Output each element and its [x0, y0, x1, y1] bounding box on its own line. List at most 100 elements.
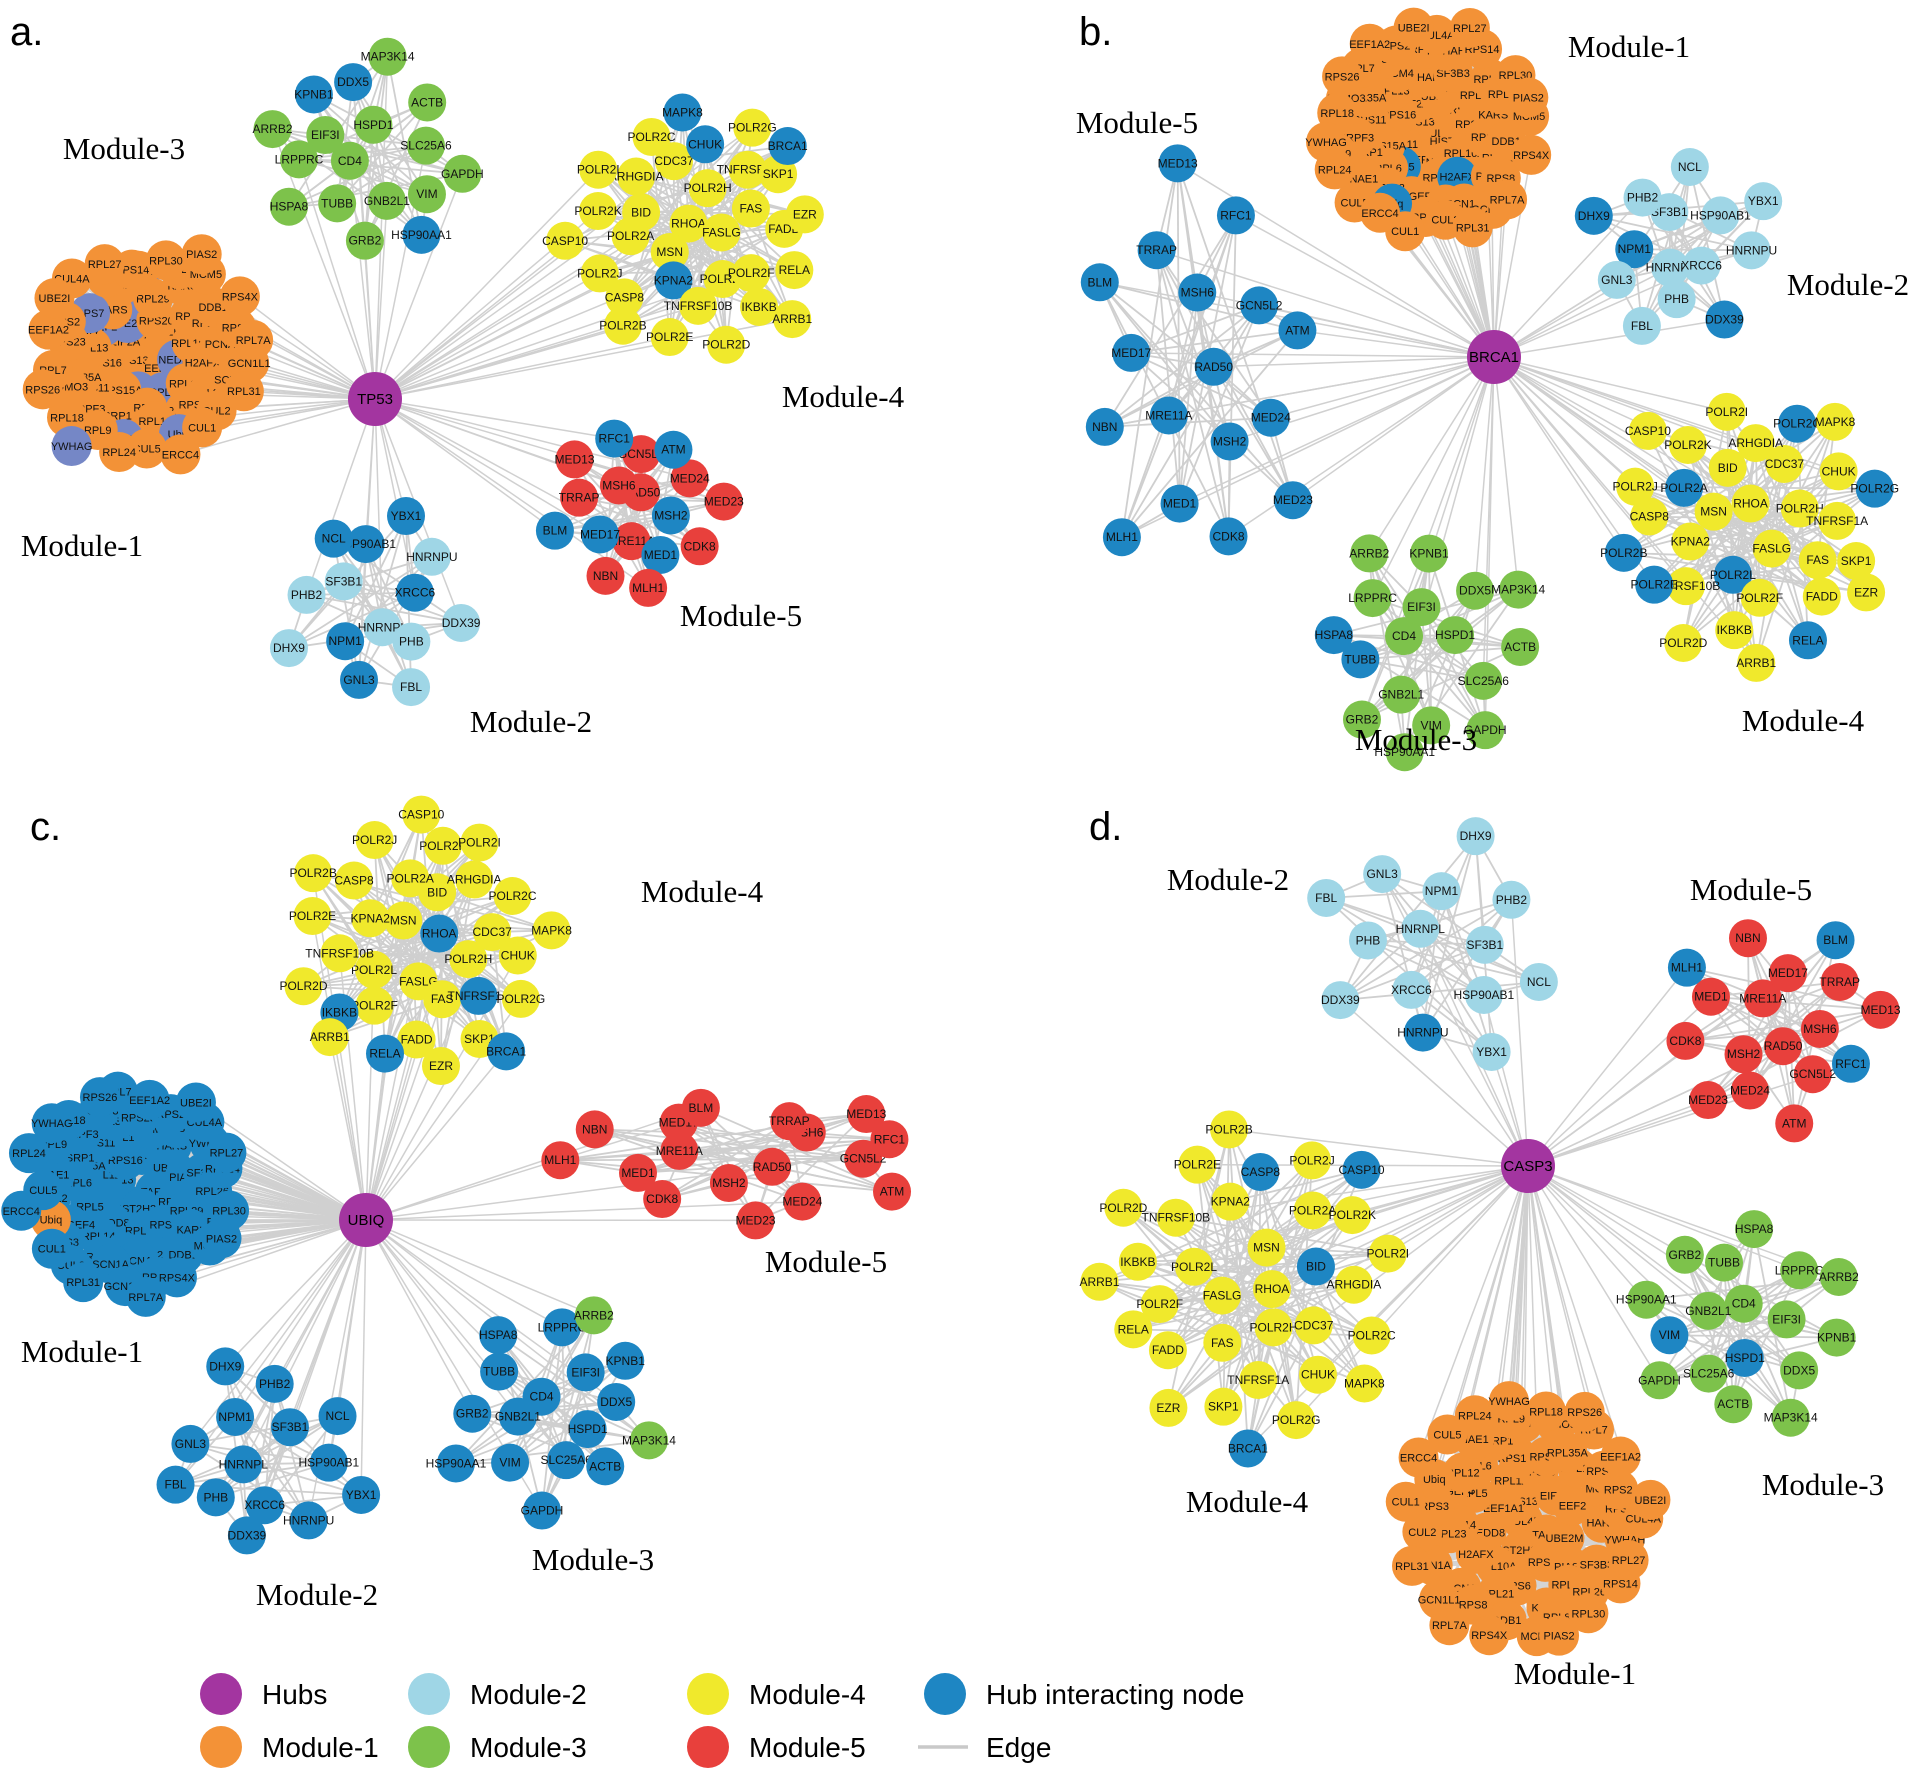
- gene-label: DDX5: [600, 1395, 632, 1409]
- gene-label: HSP90AA1: [1374, 745, 1435, 759]
- module-caption: Module-1: [21, 1334, 143, 1369]
- gene-label: GNB2L1: [1685, 1304, 1731, 1318]
- edge: [1381, 873, 1540, 983]
- gene-label: NCL: [1527, 975, 1551, 989]
- gene-node: [294, 854, 333, 893]
- gene-label: BLM: [689, 1101, 714, 1115]
- panel-d-module-3: CD4 HSPD1 GNB2L1 EIF3I SLC25A6 TUBB DDX5 VIM LRP…: [1616, 1210, 1859, 1437]
- gene-label: MSH6: [1803, 1022, 1837, 1036]
- gene-label: MED13: [846, 1107, 886, 1121]
- gene-label: POLR2K: [574, 204, 621, 218]
- gene-label: RAD50: [1194, 360, 1233, 374]
- gene-label: HNRNPL: [358, 620, 408, 634]
- gene-label: TUBB: [1344, 652, 1376, 666]
- panel-a-module-2: HNRNPLSF3B1XRCC6NPM1HSP90AB1PHBPHB2HNRNP…: [269, 497, 481, 707]
- gene-label: POLR2B: [289, 866, 336, 880]
- gene-label: DDX39: [1705, 313, 1744, 327]
- gene-node: [1436, 616, 1475, 655]
- hub-edge: [1527, 1165, 1709, 1312]
- edge: [1176, 163, 1230, 537]
- hub-edge: [365, 1053, 386, 1221]
- gene-label: POLR2C: [628, 130, 676, 144]
- gene-label: KPNA2: [1211, 1195, 1251, 1209]
- gene-node: [324, 562, 363, 601]
- gene-node: [1363, 855, 1402, 894]
- gene-node: [1452, 207, 1493, 248]
- gene-label: POLR2E: [1174, 1158, 1221, 1172]
- gene-label: MLH1: [1671, 961, 1703, 975]
- legend-item-module-4: Module-4: [687, 1673, 866, 1715]
- edge: [1410, 835, 1477, 991]
- edge: [1133, 1328, 1372, 1337]
- gene-label: MED24: [1251, 411, 1291, 425]
- hub-edge: [1493, 356, 1519, 590]
- gene-label: FASLG: [1752, 542, 1791, 556]
- hub-edge: [374, 398, 601, 536]
- gene-node: [1402, 1511, 1443, 1552]
- gene-node: [1668, 425, 1707, 464]
- legend-label: Module-4: [749, 1679, 866, 1710]
- gene-node: [1630, 1479, 1671, 1520]
- gene-label: YWHAG: [51, 441, 93, 453]
- gene-label: RPL18: [1320, 108, 1354, 120]
- hub-edge: [1527, 1165, 1800, 1371]
- hub-edge: [1493, 154, 1532, 358]
- gene-node: [597, 1382, 636, 1421]
- gene-node: [367, 181, 406, 220]
- gene-node: [318, 184, 357, 223]
- gene-node: [1802, 577, 1841, 616]
- gene-node: [1793, 1055, 1832, 1094]
- gene-node: [1321, 981, 1360, 1020]
- gene-label: MED13: [555, 452, 595, 466]
- gene-label: MED23: [1273, 493, 1313, 507]
- gene-label: POLR2K: [1329, 1208, 1376, 1222]
- gene-label: CHUK: [1301, 1368, 1335, 1382]
- gene-label: POLR2I: [577, 163, 620, 177]
- gene-node: [1737, 643, 1776, 682]
- gene-node: [1488, 1381, 1529, 1422]
- gene-node: [270, 1408, 309, 1447]
- gene-label: YWHAG: [31, 1118, 73, 1130]
- gene-label: CUL1: [1392, 1497, 1420, 1509]
- edge: [491, 931, 508, 1052]
- hub-edge: [365, 1200, 803, 1221]
- gene-node: [423, 826, 462, 865]
- gene-label: MRE11A: [608, 534, 655, 548]
- hub-edge: [374, 336, 670, 400]
- gene-node: [1664, 623, 1703, 662]
- gene-node: [1178, 1145, 1217, 1184]
- gene-node: [354, 950, 393, 989]
- gene-node: [1861, 990, 1900, 1029]
- gene-label: BRCA1: [486, 1044, 526, 1058]
- gene-node: [334, 63, 373, 102]
- edge: [288, 591, 416, 649]
- gene-label: MED1: [1694, 990, 1728, 1004]
- edge: [1634, 485, 1823, 598]
- gene-label: TRRAP: [1136, 243, 1177, 257]
- gene-label: GRB2: [349, 234, 382, 248]
- gene-label: POLR2D: [279, 979, 327, 993]
- gene-node: [1819, 1257, 1858, 1296]
- edge: [1176, 163, 1199, 293]
- gene-label: GCN1L1: [1418, 1594, 1461, 1606]
- hub-edge: [311, 915, 367, 1221]
- gene-label: FAS: [1211, 1336, 1234, 1350]
- edge: [1155, 250, 1230, 537]
- gene-node: [1114, 1310, 1153, 1349]
- gene-node: [1622, 306, 1661, 345]
- gene-node: [392, 668, 431, 707]
- gene-label: POLR2B: [599, 319, 646, 333]
- gene-label: ARHGDIA: [1728, 436, 1783, 450]
- gene-label: CUL5: [133, 444, 161, 456]
- gene-label: DDX39: [442, 616, 481, 630]
- edge: [541, 1327, 563, 1511]
- gene-node: [1564, 1391, 1605, 1432]
- gene-label: ARRB1: [310, 1030, 350, 1044]
- module-caption: Module-2: [1167, 862, 1289, 897]
- edge: [604, 477, 691, 577]
- gene-node: [1194, 347, 1233, 386]
- gene-node: [707, 325, 746, 364]
- gene-label: SKP1: [1841, 554, 1872, 568]
- hub-edge: [1493, 356, 1751, 505]
- gene-label: HNRNPU: [1726, 243, 1777, 257]
